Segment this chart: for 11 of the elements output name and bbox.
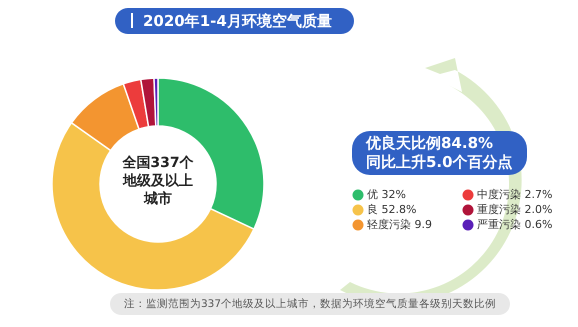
legend-label: 优 32% [367, 187, 406, 203]
legend-label: 中度污染 2.7% [477, 187, 552, 203]
text: 全国337个地级及以上城市 [121, 154, 195, 208]
text: 注：监测范围为337个地级及以上城市，数据为环境空气质量各级别天数比例 [110, 293, 510, 315]
text: 同比上升5.0个百分点 [366, 153, 513, 172]
chart-title: 2020年1-4月环境空气质量 [143, 12, 332, 30]
legend-label: 重度污染 2.0% [477, 202, 552, 218]
legend-label: 轻度污染 9.9 [367, 217, 432, 233]
legend-label: 良 52.8% [367, 202, 416, 218]
text: 优良天比例84.8% [366, 134, 494, 153]
legend-label: 严重污染 0.6% [477, 217, 552, 233]
